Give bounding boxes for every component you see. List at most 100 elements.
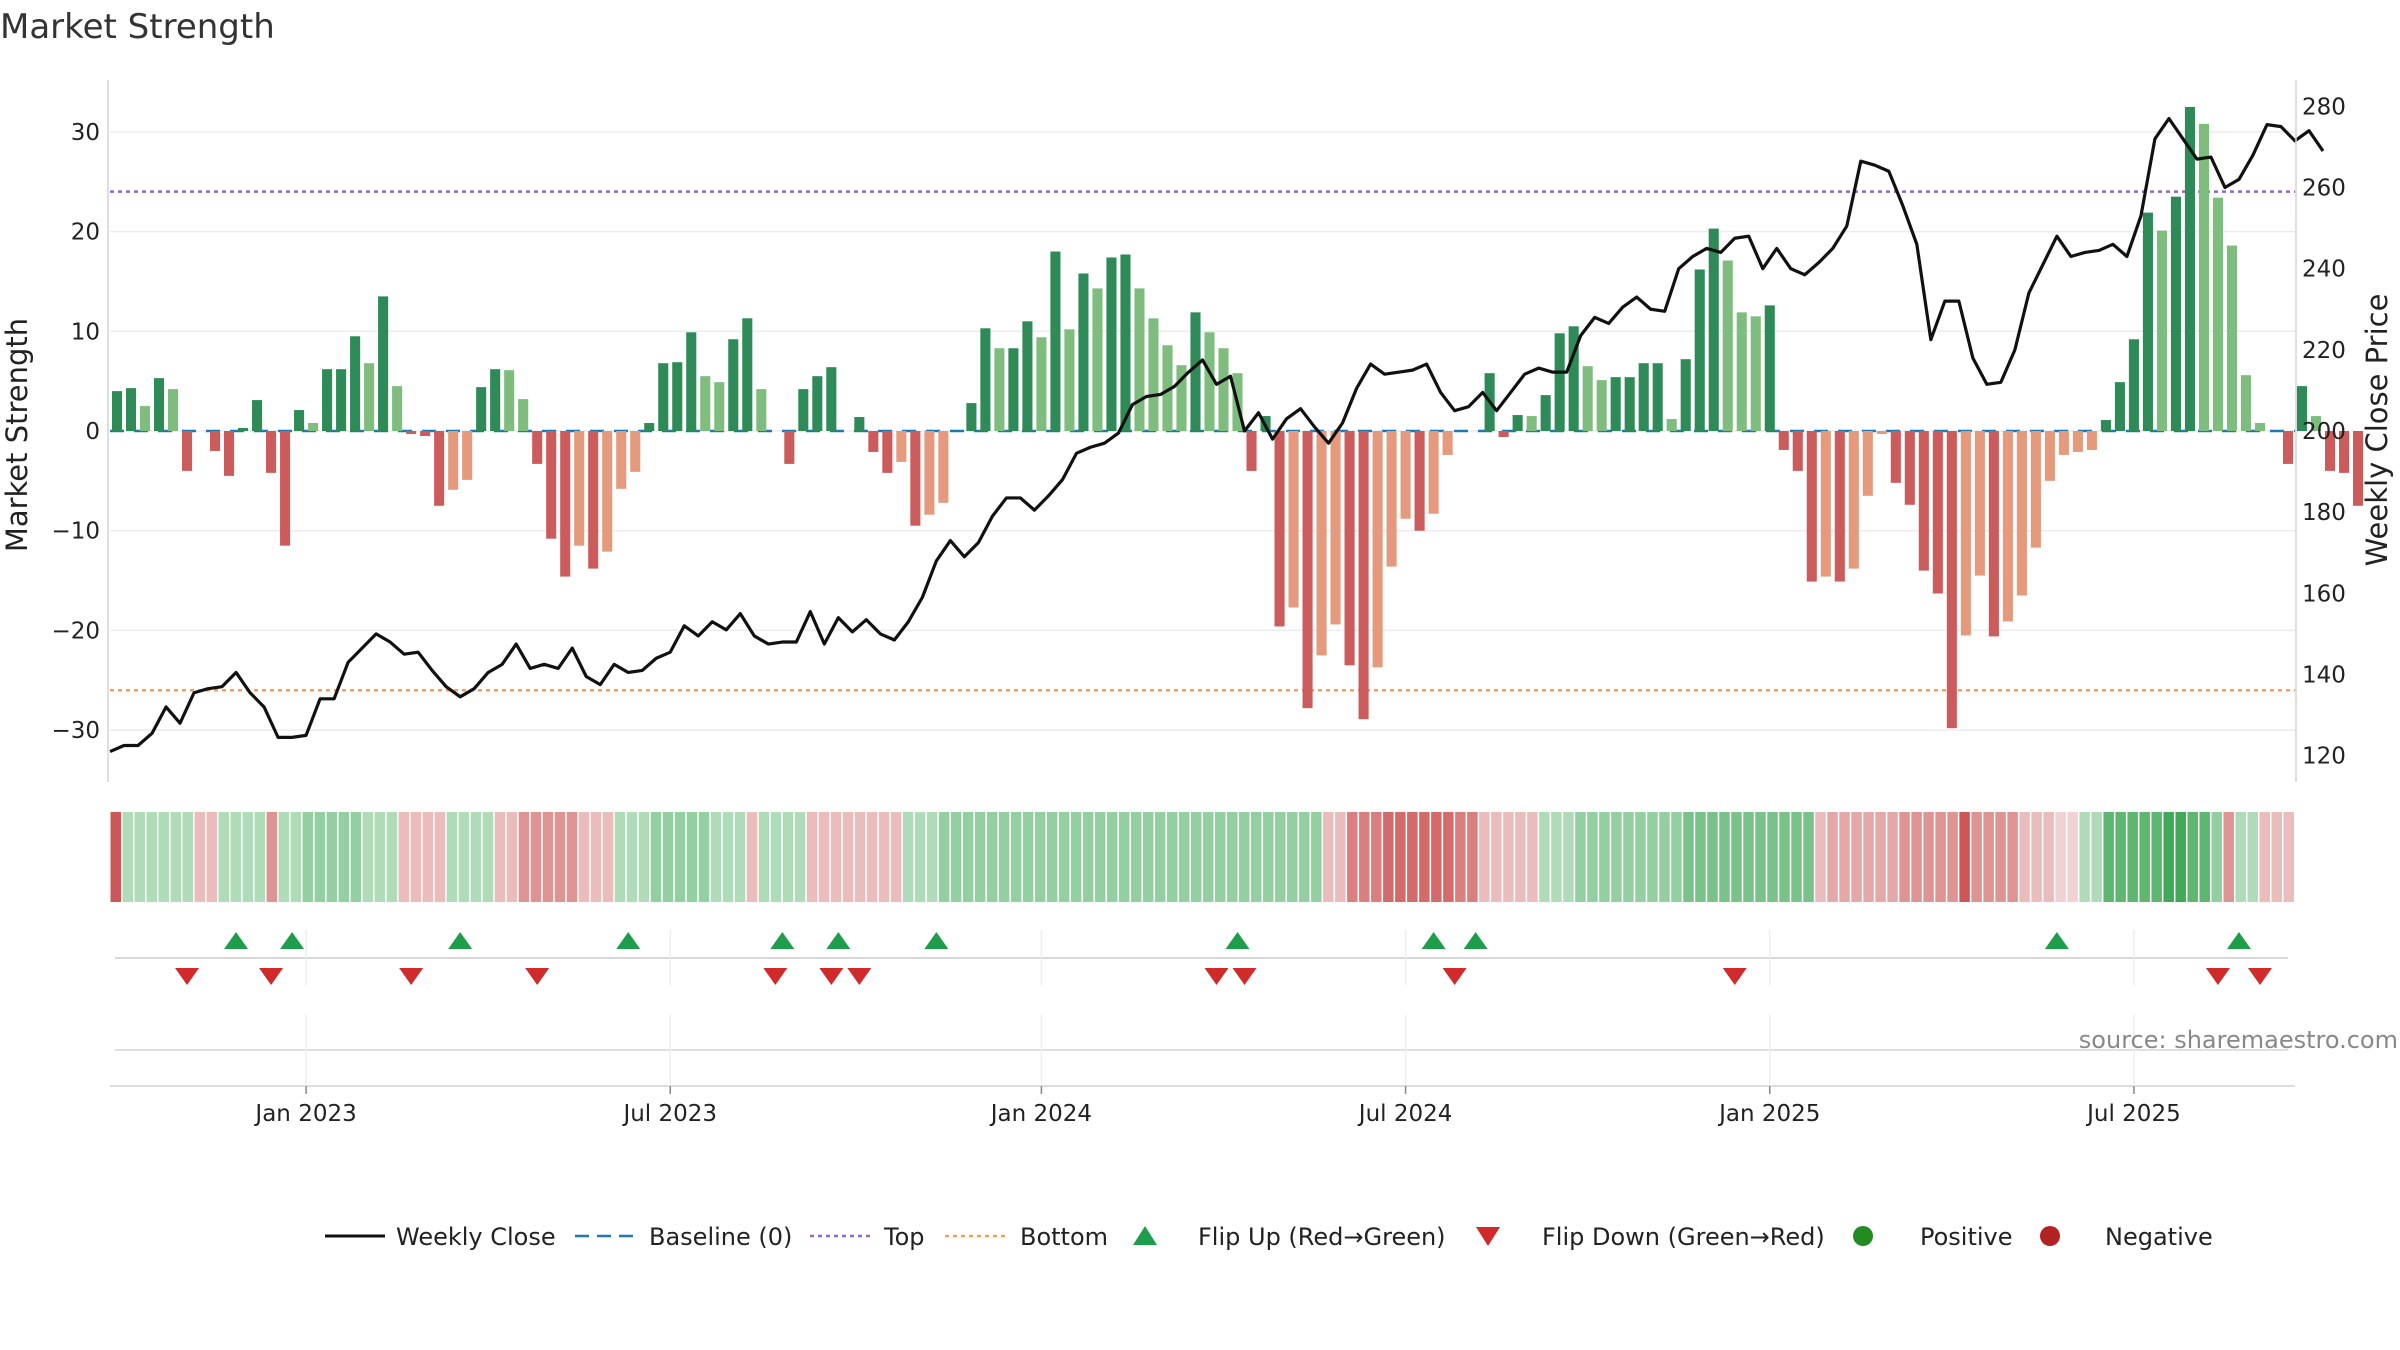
regime-cell bbox=[242, 812, 254, 902]
strength-bar bbox=[1792, 431, 1803, 471]
regime-cell bbox=[1551, 812, 1562, 902]
flip-up-marker bbox=[2044, 932, 2069, 949]
strength-bar bbox=[2044, 431, 2055, 481]
strength-bar bbox=[1778, 431, 1789, 450]
strength-bar bbox=[1834, 431, 1845, 582]
regime-cell bbox=[1010, 812, 1022, 902]
strength-bar bbox=[462, 431, 473, 480]
strength-bar bbox=[1554, 333, 1565, 431]
strength-bar bbox=[266, 431, 277, 473]
regime-heat-band bbox=[110, 812, 2294, 902]
regime-cell bbox=[1227, 812, 1238, 902]
regime-cell bbox=[2139, 812, 2150, 902]
legend-dot-icon bbox=[2040, 1226, 2060, 1246]
strength-bar bbox=[896, 431, 907, 462]
regime-cell bbox=[410, 812, 422, 902]
x-tick-label: Jan 2023 bbox=[253, 1101, 356, 1127]
regime-cell bbox=[914, 812, 926, 902]
regime-cell bbox=[458, 812, 470, 902]
regime-cell bbox=[1275, 812, 1286, 902]
flip-down-marker bbox=[175, 968, 200, 985]
strength-bar bbox=[1204, 332, 1215, 431]
regime-cell bbox=[1106, 812, 1118, 902]
regime-cell bbox=[1311, 812, 1322, 902]
regime-cell bbox=[2043, 812, 2054, 902]
regime-cell bbox=[1287, 812, 1298, 902]
strength-bar bbox=[1190, 312, 1201, 431]
regime-cell bbox=[878, 812, 890, 902]
regime-cell bbox=[134, 812, 146, 902]
strength-bar bbox=[1106, 257, 1117, 431]
strength-bar bbox=[1848, 431, 1859, 569]
regime-cell bbox=[1899, 812, 1910, 902]
flip-down-marker bbox=[1232, 968, 1257, 985]
strength-bar bbox=[2114, 382, 2125, 431]
legend-flip-down-icon bbox=[1476, 1227, 1500, 1246]
strength-bar bbox=[224, 431, 235, 476]
strength-bar bbox=[2058, 431, 2069, 455]
strength-bar bbox=[2352, 431, 2364, 506]
regime-cell bbox=[1251, 812, 1262, 902]
regime-cell bbox=[2283, 812, 2294, 902]
regime-cell bbox=[266, 812, 278, 902]
strength-bar bbox=[111, 391, 123, 431]
strength-bar bbox=[728, 339, 739, 431]
strength-bar bbox=[1442, 431, 1453, 455]
flip-down-marker bbox=[819, 968, 844, 985]
strength-bar bbox=[798, 389, 809, 431]
x-tick-label: Jul 2025 bbox=[2085, 1101, 2181, 1127]
regime-cell bbox=[1455, 812, 1466, 902]
flip-down-marker bbox=[2247, 968, 2272, 985]
regime-cell bbox=[890, 812, 902, 902]
strength-bar bbox=[1218, 348, 1229, 431]
regime-cell bbox=[1022, 812, 1034, 902]
strength-bar bbox=[2184, 106, 2195, 431]
regime-cell bbox=[1142, 812, 1154, 902]
regime-cell bbox=[1347, 812, 1358, 902]
strength-bar bbox=[139, 406, 151, 431]
strength-bar bbox=[448, 431, 459, 490]
left-tick-label: −20 bbox=[51, 618, 100, 644]
strength-bar bbox=[2296, 386, 2308, 431]
regime-cell bbox=[674, 812, 686, 902]
strength-bar bbox=[812, 376, 823, 431]
right-tick-label: 120 bbox=[2302, 744, 2346, 770]
left-axis-title: Market Strength bbox=[0, 318, 34, 552]
regime-cell bbox=[554, 812, 566, 902]
regime-cell bbox=[506, 812, 518, 902]
strength-bar bbox=[210, 431, 221, 451]
strength-bar bbox=[1694, 269, 1705, 431]
strength-bar bbox=[378, 296, 389, 431]
strength-bar bbox=[784, 431, 795, 464]
strength-bar bbox=[1764, 305, 1775, 431]
regime-cell bbox=[938, 812, 950, 902]
regime-cell bbox=[1911, 812, 1922, 902]
regime-cell bbox=[1623, 812, 1634, 902]
strength-bar bbox=[2072, 431, 2083, 452]
left-tick-label: 0 bbox=[85, 419, 100, 445]
regime-cell bbox=[710, 812, 722, 902]
strength-bar bbox=[1162, 345, 1173, 431]
regime-cell bbox=[2259, 812, 2270, 902]
strength-bar bbox=[658, 363, 669, 431]
legend-label: Negative bbox=[2105, 1223, 2213, 1251]
regime-cell bbox=[2223, 812, 2234, 902]
regime-cell bbox=[542, 812, 554, 902]
reference-lines bbox=[110, 190, 2295, 692]
strength-bar bbox=[574, 431, 585, 546]
strength-bar bbox=[756, 389, 767, 431]
strength-bar bbox=[1736, 312, 1747, 431]
regime-cell bbox=[290, 812, 302, 902]
legend-label: Baseline (0) bbox=[649, 1223, 792, 1251]
flip-up-marker bbox=[280, 932, 305, 949]
right-tick-label: 260 bbox=[2302, 176, 2346, 202]
x-tick-label: Jul 2023 bbox=[621, 1101, 717, 1127]
regime-cell bbox=[110, 812, 122, 902]
regime-cell bbox=[1419, 812, 1430, 902]
strength-bar bbox=[1624, 377, 1635, 431]
strength-bar bbox=[1386, 431, 1397, 567]
regime-cell bbox=[2163, 812, 2174, 902]
regime-cell bbox=[494, 812, 506, 902]
legend-label: Flip Up (Red→Green) bbox=[1198, 1223, 1446, 1251]
flip-down-marker bbox=[259, 968, 284, 985]
